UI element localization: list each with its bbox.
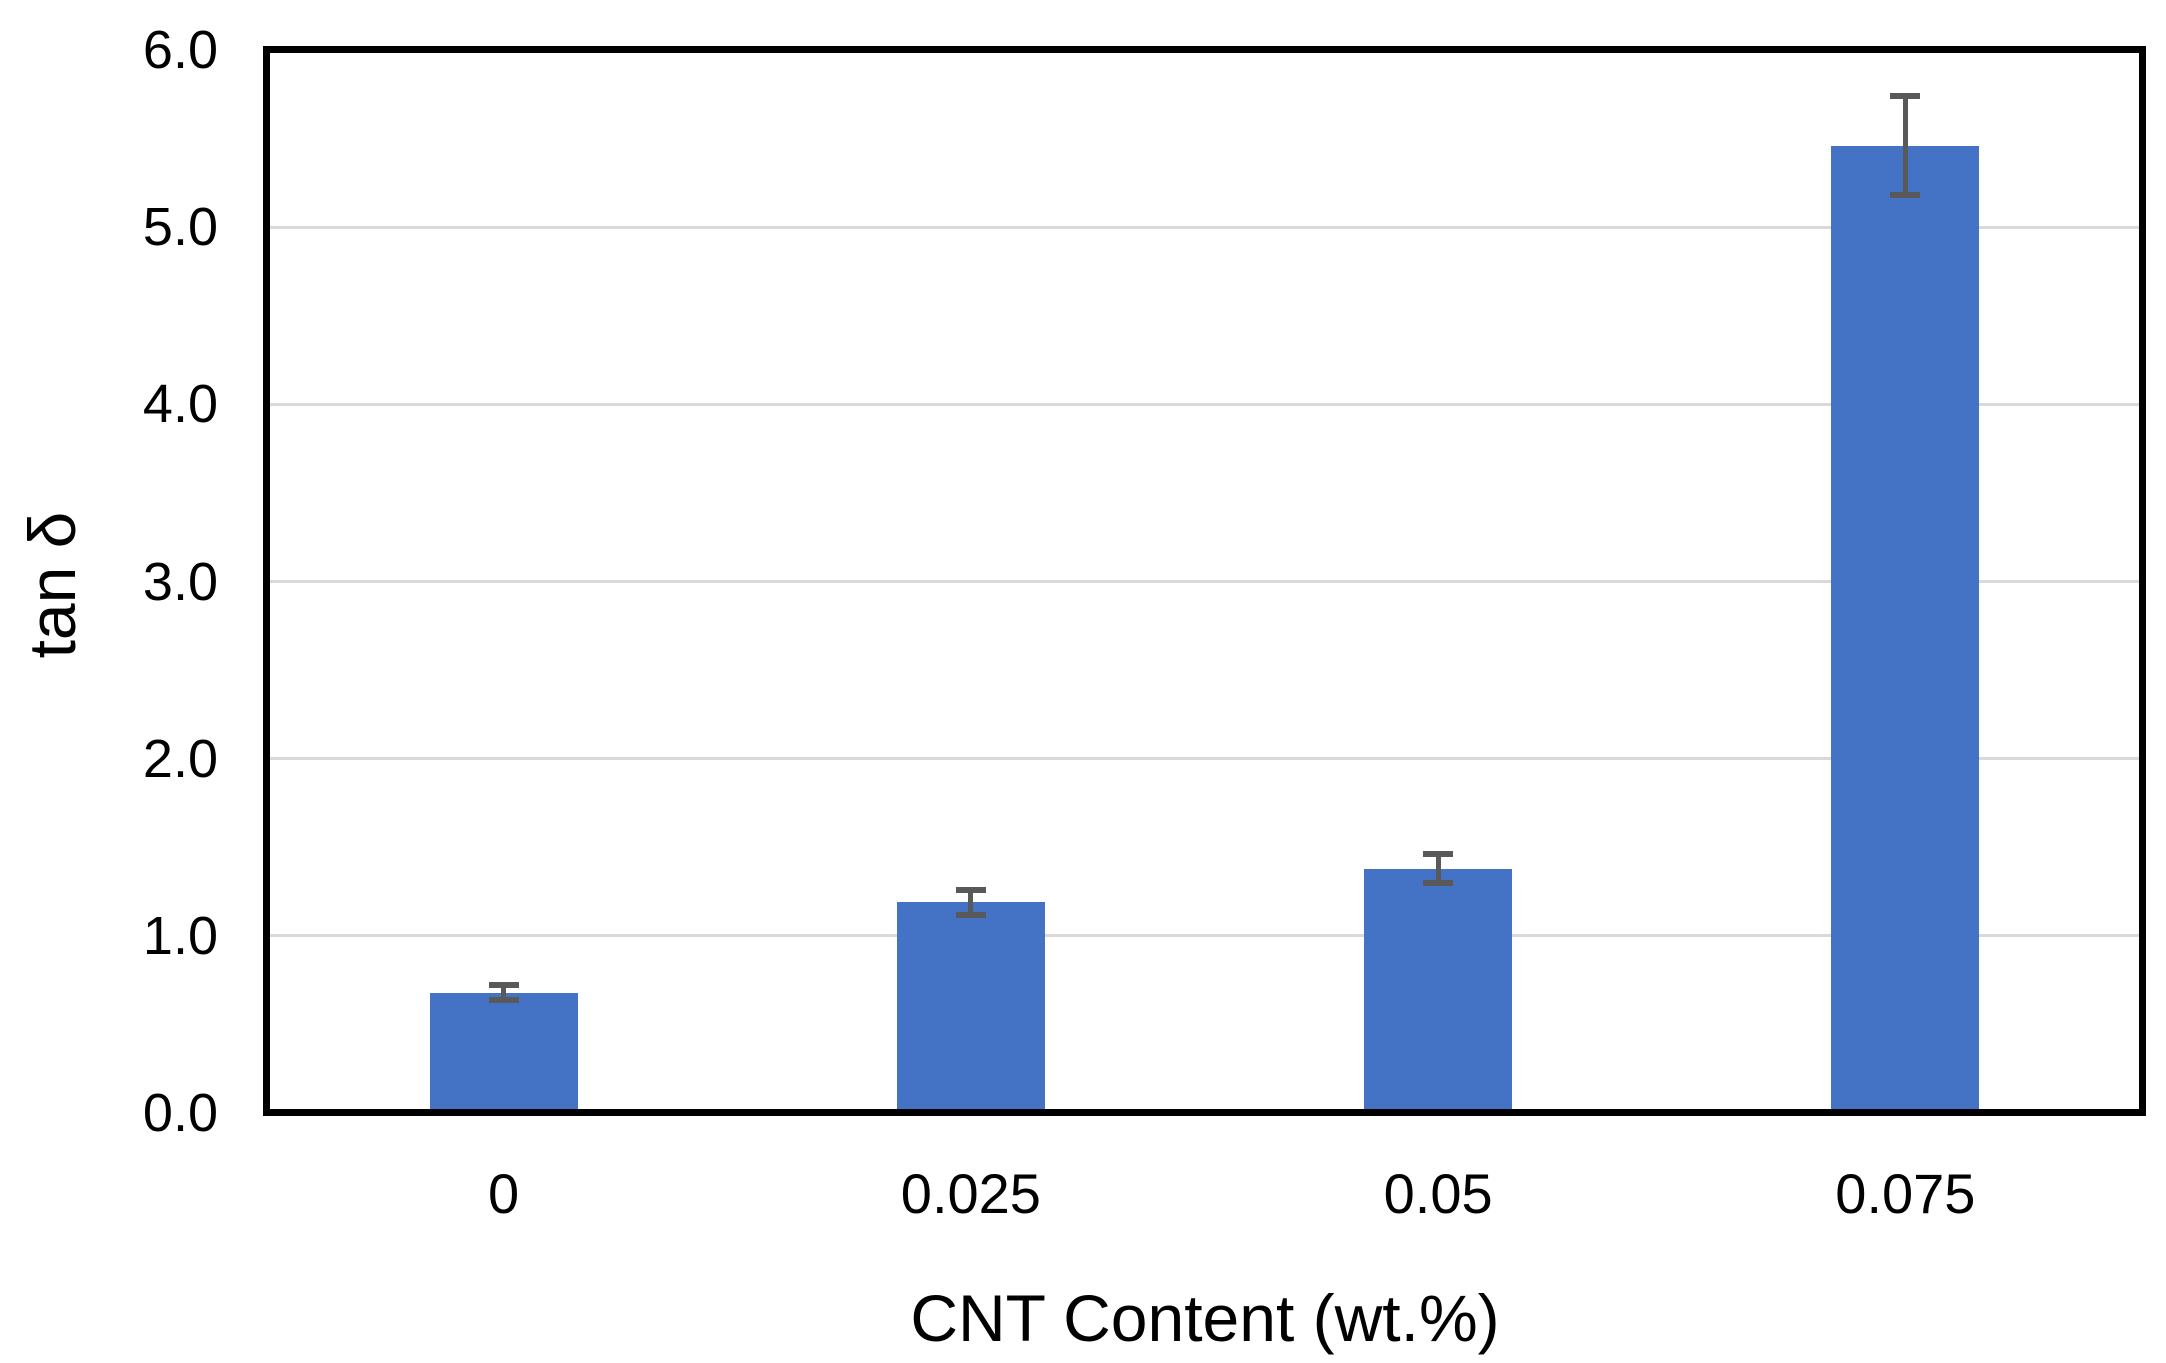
error-bar-bottom-cap (1890, 192, 1921, 199)
error-bar-bottom-cap (955, 911, 986, 918)
x-tick-label: 0.05 (1383, 1162, 1493, 1225)
x-tick-label: 0.025 (900, 1162, 1041, 1225)
y-tick-label: 6.0 (142, 20, 218, 80)
y-tick-label: 0.0 (142, 1083, 218, 1143)
x-axis-title: CNT Content (wt.%) (910, 1281, 1500, 1355)
y-tick-label: 1.0 (142, 905, 218, 966)
error-bar-top-cap (955, 886, 986, 893)
gridline (270, 757, 2139, 761)
error-bar-top-cap (1890, 93, 1921, 100)
y-tick-label: 2.0 (142, 728, 218, 789)
error-bar-bottom-cap (1423, 879, 1454, 886)
gridline (270, 580, 2139, 583)
y-tick-label: 5.0 (142, 197, 218, 258)
gridline (270, 402, 2139, 406)
error-bar-stem (1902, 96, 1908, 196)
y-tick-label: 4.0 (142, 374, 218, 435)
y-tick-label: 3.0 (142, 551, 218, 612)
gridline (270, 225, 2139, 229)
bar (896, 902, 1045, 1110)
error-bar-stem (501, 985, 507, 1000)
error-bar-bottom-cap (488, 996, 519, 1003)
error-bar-top-cap (488, 982, 519, 989)
gridline (270, 934, 2139, 938)
error-bar-top-cap (1423, 851, 1454, 858)
bar (429, 992, 578, 1110)
bar (1364, 868, 1513, 1110)
error-bar-stem (1435, 854, 1441, 883)
error-bar-stem (968, 889, 974, 915)
x-tick-label: 0 (488, 1162, 520, 1225)
x-tick-label: 0.075 (1835, 1162, 1976, 1225)
bar (1831, 145, 1980, 1110)
